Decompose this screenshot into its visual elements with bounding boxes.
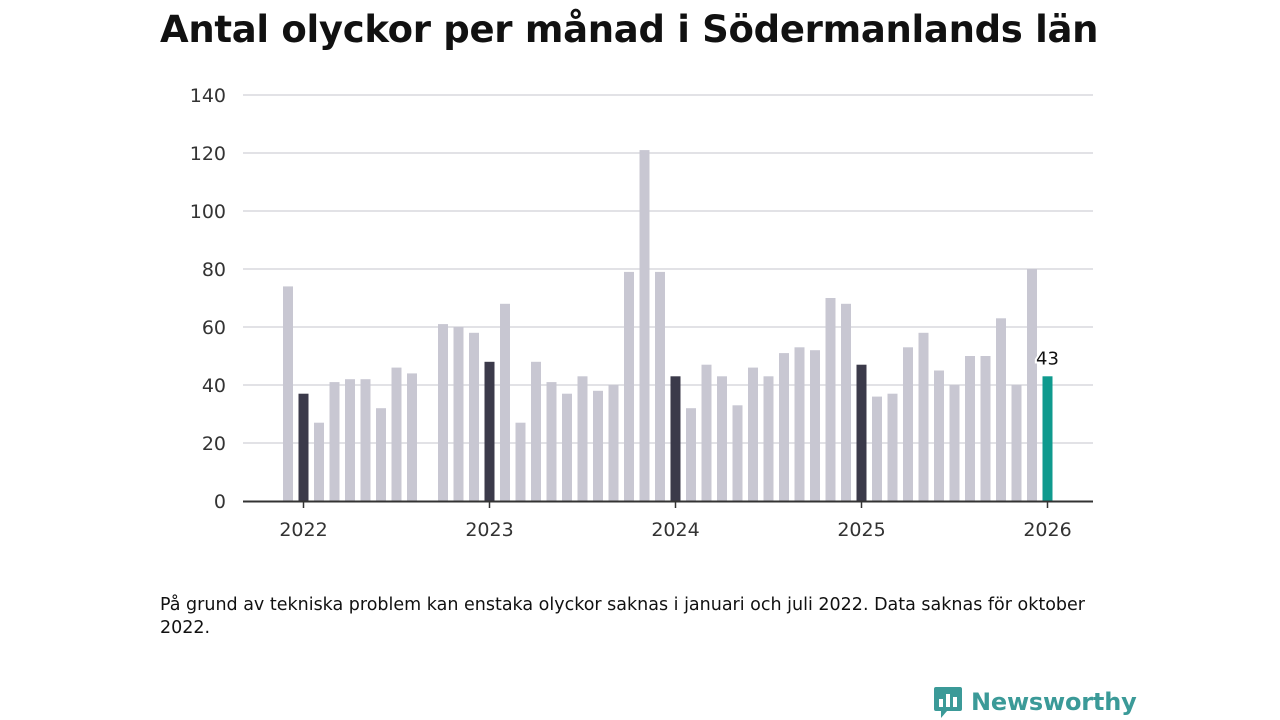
bar-2022-02 (314, 422, 324, 501)
y-axis-ticks: 0 20 40 60 80 100 120 140 (190, 85, 226, 513)
y-tick-label: 80 (202, 259, 226, 281)
bar-2024-02 (686, 408, 696, 501)
bar-2022-03 (329, 382, 340, 501)
newsworthy-logo-icon (934, 687, 962, 718)
y-tick-label: 60 (202, 317, 226, 339)
bar-2026-01 (1042, 376, 1053, 501)
bar-2024-03 (701, 364, 712, 501)
bar-2023-06 (562, 393, 572, 501)
bar-2022-01 (298, 393, 309, 501)
value-label: 43 (1036, 348, 1059, 369)
bar-2023-08 (593, 390, 603, 501)
bar-2024-01 (670, 376, 681, 501)
bar-2025-12 (1027, 269, 1037, 501)
x-tick-label: 2026 (1023, 519, 1071, 541)
bar-2024-12 (841, 303, 851, 501)
brand-name: Newsworthy (971, 688, 1137, 716)
bars (283, 150, 1053, 501)
bar-2024-09 (794, 347, 805, 501)
bar-2023-07 (577, 376, 588, 501)
bar-2023-09 (608, 385, 619, 501)
chart-title: Antal olyckor per månad i Södermanlands … (160, 8, 1099, 51)
bar-2023-10 (624, 271, 634, 501)
bar-2021-12 (283, 286, 293, 501)
bar-2025-06 (934, 370, 944, 501)
bar-2022-11 (453, 327, 464, 501)
bar-2022-06 (376, 408, 386, 501)
footnote: På grund av tekniska problem kan enstaka… (160, 595, 1085, 638)
bar-2022-08 (407, 373, 417, 501)
bar-2025-08 (965, 356, 975, 501)
x-tick-label: 2022 (279, 519, 327, 541)
bar-2024-05 (732, 405, 743, 501)
bar-2023-03 (515, 422, 526, 501)
bar-2025-10 (996, 318, 1006, 501)
bar-2023-05 (546, 382, 557, 501)
bar-2024-10 (810, 350, 820, 501)
y-tick-label: 140 (190, 85, 226, 107)
x-tick-label: 2023 (465, 519, 513, 541)
bar-2023-04 (531, 361, 541, 501)
bar-2023-02 (500, 303, 510, 501)
bar-2025-11 (1011, 385, 1022, 501)
y-tick-label: 120 (190, 143, 226, 165)
y-tick-label: 20 (202, 433, 226, 455)
brand-logo[interactable]: Newsworthy (933, 684, 1137, 720)
bar-2023-01 (484, 361, 495, 501)
bar-2024-11 (825, 298, 836, 501)
bar-2025-01 (856, 364, 867, 501)
bar-2022-04 (345, 379, 355, 501)
bar-2025-07 (949, 385, 960, 501)
bar-2024-04 (717, 376, 727, 501)
bar-2024-08 (779, 353, 789, 501)
x-axis-ticks: 2022 2023 2024 2025 2026 (279, 501, 1072, 541)
bar-2022-05 (360, 379, 371, 501)
bar-2022-12 (469, 332, 479, 501)
bar-2025-03 (887, 393, 898, 501)
bar-2025-09 (980, 356, 991, 501)
bar-2022-07 (391, 367, 402, 501)
bar-2025-05 (918, 332, 929, 501)
y-tick-label: 0 (214, 491, 226, 513)
bar-2025-02 (872, 396, 882, 501)
bar-2022-10 (438, 324, 448, 501)
bar-2024-07 (763, 376, 774, 501)
bar-2023-11 (639, 150, 650, 501)
bar-2023-12 (655, 271, 665, 501)
bar-2024-06 (748, 367, 758, 501)
y-tick-label: 40 (202, 375, 226, 397)
bar-2025-04 (903, 347, 913, 501)
x-tick-label: 2025 (837, 519, 885, 541)
value-annotation: 43 (1034, 346, 1061, 371)
y-tick-label: 100 (190, 201, 226, 223)
x-tick-label: 2024 (651, 519, 699, 541)
